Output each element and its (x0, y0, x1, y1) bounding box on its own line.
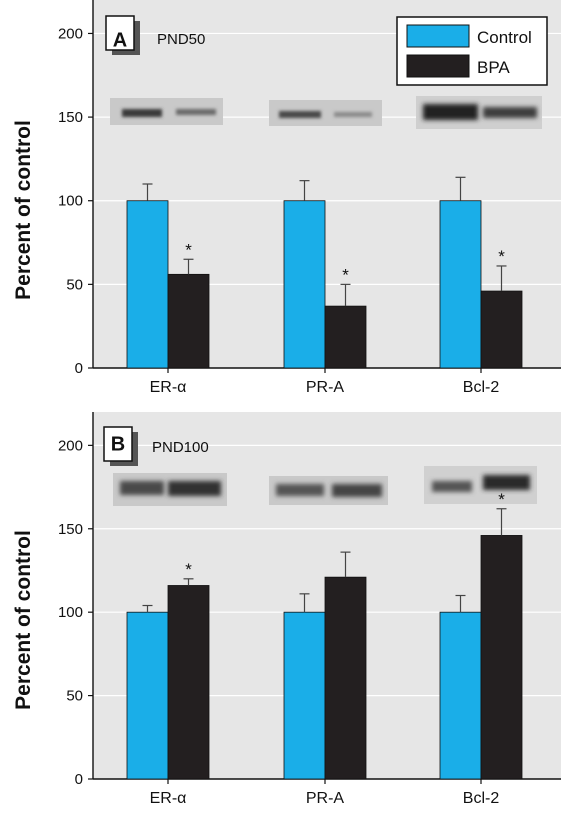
panel-b-bar-bpa-pr-a (324, 576, 367, 780)
blot-image-er-alpha (110, 98, 223, 125)
panel-a-category-label-er-alpha: ER-α (150, 379, 187, 396)
legend-swatch-bpa (406, 54, 470, 78)
panel-b-y-tick-label-0: 0 (75, 771, 83, 788)
panel-a-significance-marker-pr-a: * (342, 265, 349, 284)
panel-b-y-tick-label-150: 150 (58, 521, 83, 538)
panel-a-bar-control-er-alpha (126, 200, 169, 369)
panel-b-y-tick-label-50: 50 (66, 688, 83, 705)
panel-a-y-tick-label-200: 200 (58, 25, 83, 42)
panel-b-subtitle: PND100 (152, 439, 209, 456)
blot-image-bcl-2 (416, 96, 542, 129)
legend-label-bpa: BPA (477, 58, 510, 77)
panel-b-category-label-pr-a: PR-A (306, 790, 345, 807)
panel-a-bar-bpa-bcl-2 (480, 290, 523, 369)
panel-b-bar-control-pr-a (283, 611, 326, 780)
panel-b-category-label-er-alpha: ER-α (150, 790, 187, 807)
legend-swatch-control (406, 24, 470, 48)
blot-image-pr-a (269, 476, 388, 505)
panel-b-y-tick-label-200: 200 (58, 437, 83, 454)
panel-a-significance-marker-er-alpha: * (185, 240, 192, 259)
panel-b-bars: ** (126, 490, 523, 780)
panel-a-y-tick-label-150: 150 (58, 109, 83, 126)
panel-b-significance-marker-bcl-2: * (498, 490, 505, 509)
panel-b-category-label-bcl-2: Bcl-2 (463, 790, 500, 807)
panel-a-bar-control-bcl-2 (439, 200, 482, 369)
panel-a-subtitle: PND50 (157, 31, 205, 48)
blot-image-pr-a (269, 100, 382, 126)
panel-a-blots (110, 96, 542, 129)
panel-b-blots (113, 466, 537, 506)
panel-a-label-box: A (105, 15, 140, 55)
panel-a-category-label-pr-a: PR-A (306, 379, 345, 396)
panel-b-y-axis-label: Percent of control (12, 530, 35, 710)
panel-a-bar-control-pr-a (283, 200, 326, 369)
panel-b-bar-control-bcl-2 (439, 611, 482, 780)
panel-a: 0 50 100 150 200 ER-α PR-A Bcl-2 * * * Percent of… (12, 0, 561, 396)
panel-a-bar-bpa-pr-a (324, 305, 367, 369)
panel-a-category-label-bcl-2: Bcl-2 (463, 379, 500, 396)
panel-b-bar-bpa-bcl-2 (480, 535, 523, 780)
panel-a-y-tick-label-100: 100 (58, 193, 83, 210)
panel-b-bar-control-er-alpha (126, 611, 169, 780)
panel-a-significance-marker-bcl-2: * (498, 247, 505, 266)
legend: Control BPA (396, 16, 548, 86)
blot-image-bcl-2 (424, 466, 537, 504)
panel-a-y-tick-label-50: 50 (66, 276, 83, 293)
panel-b-letter: B (111, 433, 125, 455)
panel-b-label-box: B (103, 426, 138, 466)
panel-a-y-tick-label-0: 0 (75, 360, 83, 377)
legend-label-control: Control (477, 28, 532, 47)
blot-image-er-alpha (113, 473, 227, 506)
panel-a-y-axis-label: Percent of control (12, 120, 35, 300)
panel-b-bar-bpa-er-alpha (167, 585, 210, 780)
panel-b-significance-marker-er-alpha: * (185, 560, 192, 579)
panel-a-letter: A (113, 29, 127, 51)
panel-b-y-tick-label-100: 100 (58, 604, 83, 621)
panel-a-bar-bpa-er-alpha (167, 273, 210, 369)
panel-a-bars: * * * (126, 176, 523, 369)
